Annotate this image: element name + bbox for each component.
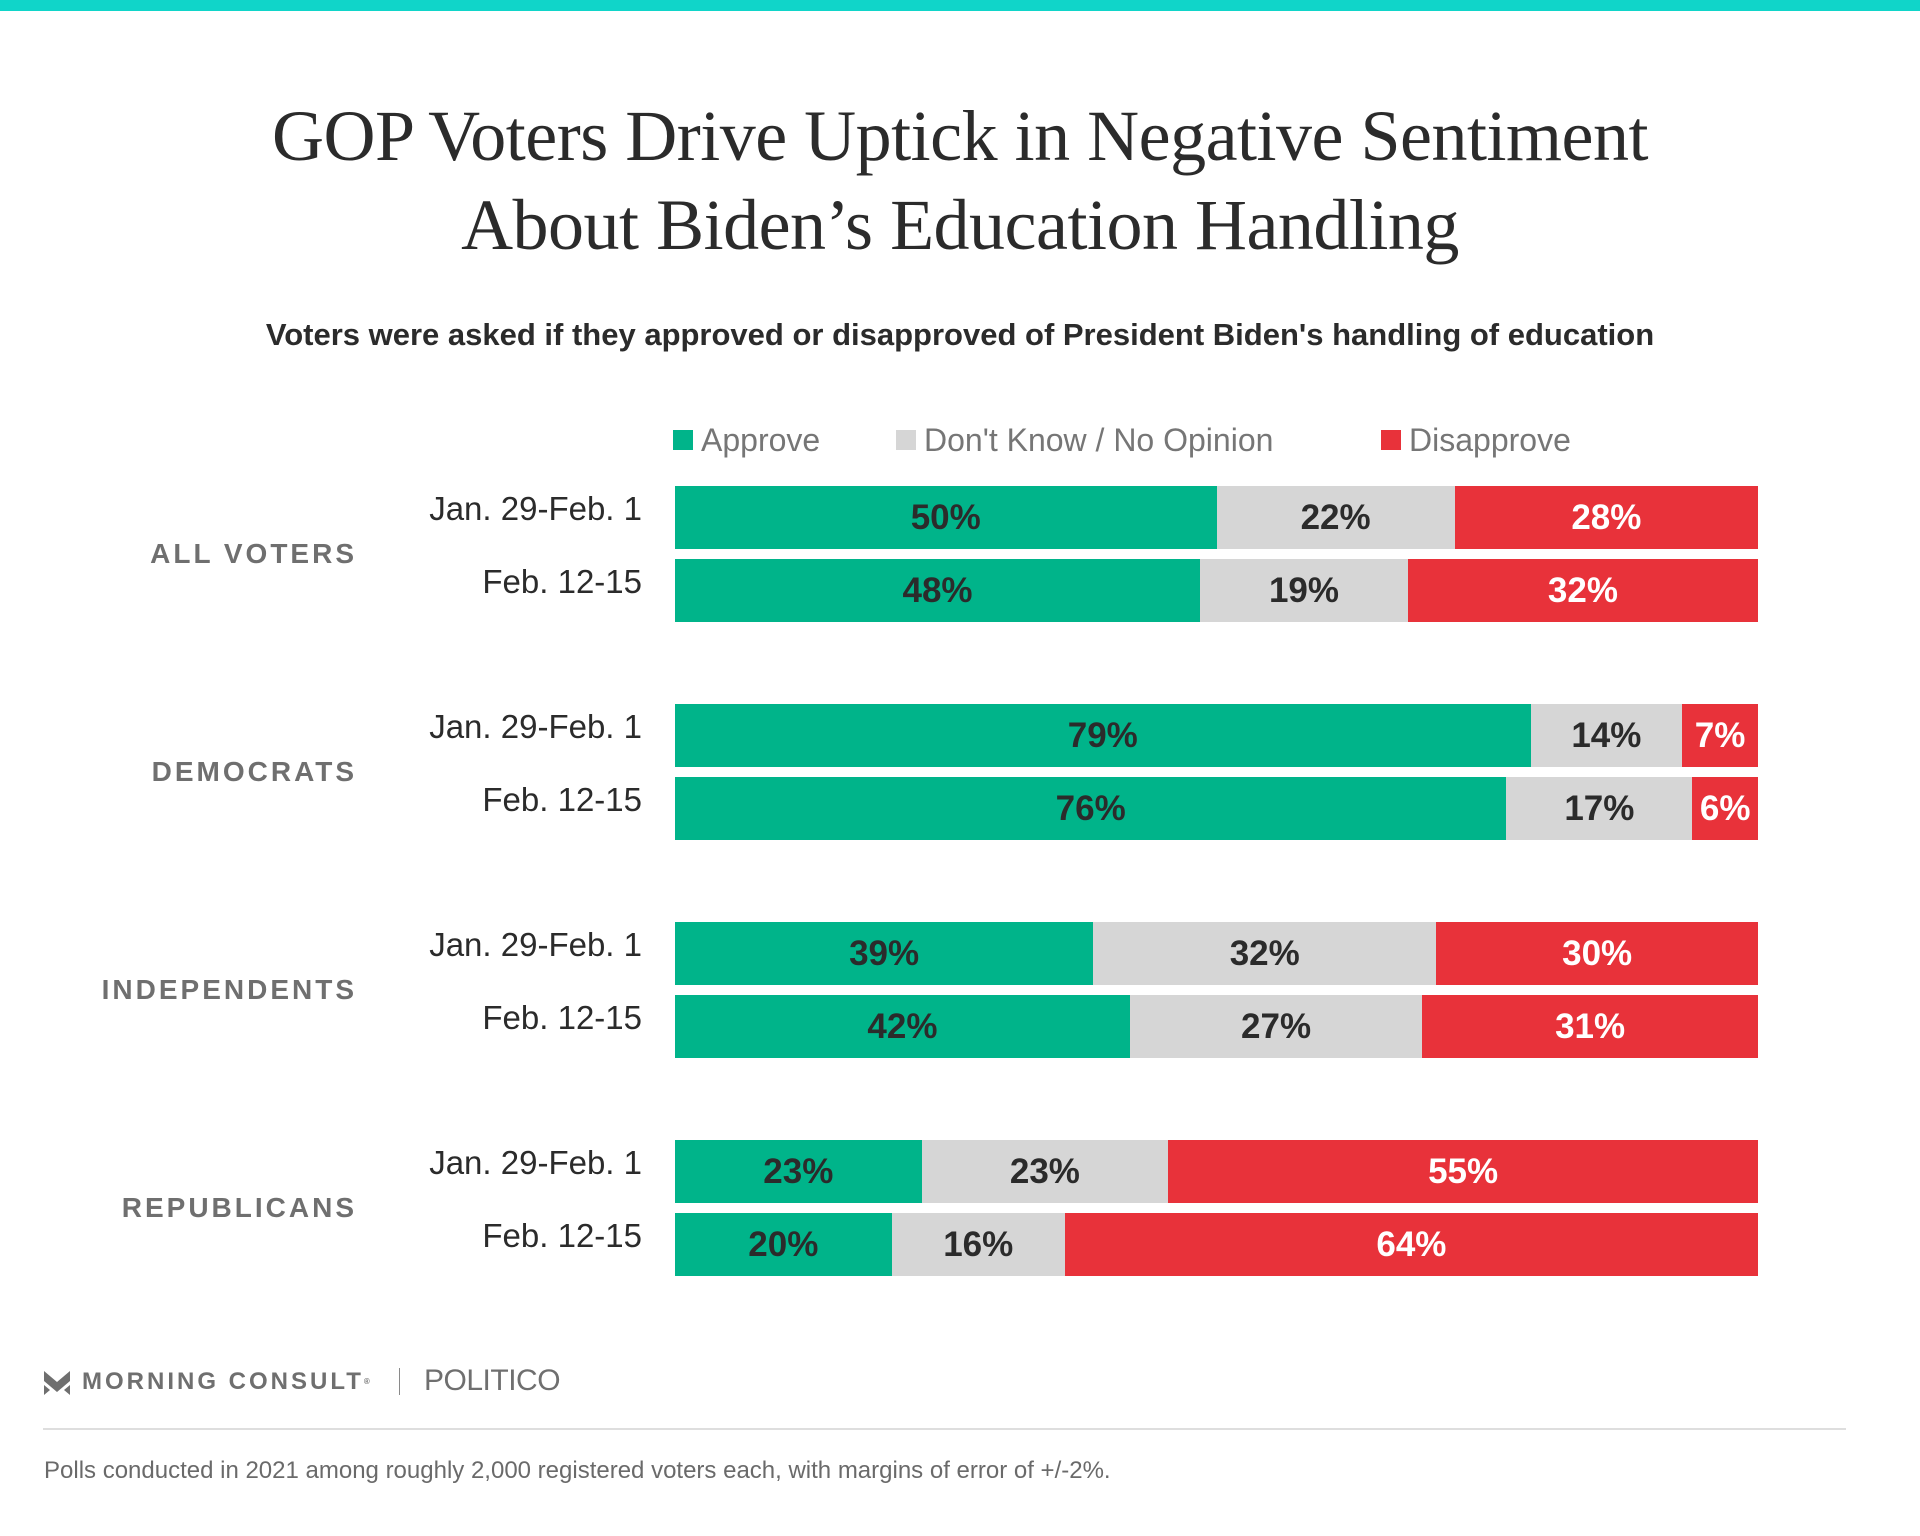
footer-separator — [399, 1368, 400, 1395]
group-label-all-voters: ALL VOTERS — [150, 538, 357, 569]
group-label-democrats: DEMOCRATS — [151, 756, 357, 787]
stacked-bar-all-voters-1: 48% 19% 32% — [675, 559, 1758, 622]
bar-segment-dont-know: 23% — [921, 1140, 1169, 1203]
stacked-bar-independents-1: 42% 27% 31% — [675, 995, 1758, 1058]
bar-segment-dont-know: 32% — [1093, 922, 1437, 985]
bar-segment-approve: 50% — [675, 486, 1217, 549]
chart-subtitle: Voters were asked if they approved or di… — [265, 317, 1655, 352]
data-label-approve: 39% — [849, 933, 920, 973]
data-label-dont-know: 17% — [1564, 788, 1635, 828]
politico-wordmark: POLITICO — [424, 1364, 561, 1397]
bar-segment-approve: 23% — [675, 1140, 922, 1203]
stacked-bar-republicans-1: 20% 16% 64% — [675, 1213, 1758, 1276]
bar-segment-approve: 20% — [675, 1213, 892, 1276]
bar-segment-disapprove: 32% — [1407, 559, 1758, 622]
data-label-approve: 76% — [1055, 788, 1126, 828]
data-label-disapprove: 55% — [1428, 1151, 1499, 1191]
chart-title-line-2: About Biden’s Education Handling — [461, 185, 1459, 265]
data-label-dont-know: 22% — [1300, 497, 1371, 537]
data-label-dont-know: 14% — [1571, 715, 1642, 755]
data-label-dont-know: 23% — [1009, 1151, 1080, 1191]
row-label-period: Feb. 12-15 — [482, 1217, 642, 1254]
legend-label-approve: Approve — [701, 422, 821, 458]
stacked-bar-democrats-1: 76% 17% 6% — [675, 777, 1758, 840]
data-label-disapprove: 6% — [1699, 788, 1751, 828]
bar-segment-disapprove: 28% — [1454, 486, 1758, 549]
footnote: Polls conducted in 2021 among roughly 2,… — [44, 1457, 1111, 1484]
row-label-period: Feb. 12-15 — [482, 563, 642, 600]
stacked-bar-democrats-0: 79% 14% 7% — [675, 704, 1758, 767]
bar-segment-approve: 39% — [675, 922, 1094, 985]
data-label-approve: 48% — [902, 570, 973, 610]
top-accent-stripe — [0, 0, 1920, 11]
bar-segment-approve: 42% — [675, 995, 1130, 1058]
bar-segment-disapprove: 6% — [1692, 777, 1758, 840]
bar-segment-dont-know: 19% — [1200, 559, 1408, 622]
bar-segment-approve: 79% — [675, 704, 1531, 767]
data-label-approve: 50% — [910, 497, 981, 537]
bar-segment-disapprove: 55% — [1168, 1140, 1758, 1203]
legend-swatch-approve — [673, 430, 693, 450]
data-label-dont-know: 19% — [1268, 570, 1340, 610]
data-label-approve: 20% — [748, 1224, 819, 1264]
data-label-disapprove: 30% — [1562, 933, 1633, 973]
data-label-dont-know: 32% — [1229, 933, 1300, 973]
morning-consult-chevron-icon — [44, 1371, 70, 1395]
data-label-disapprove: 31% — [1555, 1006, 1626, 1046]
data-label-disapprove: 64% — [1376, 1224, 1447, 1264]
bar-segment-dont-know: 16% — [891, 1213, 1065, 1276]
footer-divider — [43, 1428, 1846, 1430]
bar-segment-approve: 48% — [675, 559, 1201, 622]
brand-name: MORNING CONSULT — [82, 1368, 364, 1395]
row-label-period: Jan. 29-Feb. 1 — [429, 1144, 642, 1181]
group-label-independents: INDEPENDENTS — [101, 974, 357, 1005]
legend-swatch-dont-know — [896, 430, 916, 450]
data-label-approve: 79% — [1067, 715, 1138, 755]
data-label-dont-know: 16% — [943, 1224, 1014, 1264]
data-label-dont-know: 27% — [1241, 1006, 1312, 1046]
chart-title-line-1: GOP Voters Drive Uptick in Negative Sent… — [272, 96, 1648, 176]
bar-segment-dont-know: 14% — [1530, 704, 1683, 767]
bar-segment-disapprove: 64% — [1064, 1213, 1758, 1276]
data-label-disapprove: 7% — [1694, 715, 1746, 755]
legend-swatch-disapprove — [1381, 430, 1401, 450]
stacked-bar-independents-0: 39% 32% 30% — [675, 922, 1758, 985]
chart-title: GOP Voters Drive Uptick in Negative Sent… — [0, 92, 1920, 270]
legend-label-dont-know: Don't Know / No Opinion — [924, 422, 1274, 458]
legend-label-disapprove: Disapprove — [1409, 422, 1571, 458]
morning-consult-wordmark: MORNING CONSULT® — [82, 1366, 370, 1398]
bar-segment-dont-know: 17% — [1506, 777, 1693, 840]
bar-segment-dont-know: 22% — [1216, 486, 1455, 549]
data-label-approve: 42% — [867, 1006, 938, 1046]
row-label-period: Feb. 12-15 — [482, 999, 642, 1036]
group-label-republicans: REPUBLICANS — [121, 1192, 357, 1223]
data-label-disapprove: 32% — [1547, 570, 1618, 610]
row-label-period: Feb. 12-15 — [482, 781, 642, 818]
data-label-approve: 23% — [763, 1151, 834, 1191]
row-label-period: Jan. 29-Feb. 1 — [429, 708, 642, 745]
data-label-disapprove: 28% — [1571, 497, 1642, 537]
bar-segment-disapprove: 7% — [1682, 704, 1758, 767]
row-label-period: Jan. 29-Feb. 1 — [429, 490, 642, 527]
bar-segment-approve: 76% — [675, 777, 1507, 840]
row-label-period: Jan. 29-Feb. 1 — [429, 926, 642, 963]
registered-mark: ® — [363, 1377, 370, 1386]
stacked-bar-all-voters-0: 50% 22% 28% — [675, 486, 1758, 549]
bar-segment-disapprove: 30% — [1436, 922, 1758, 985]
stacked-bar-republicans-0: 23% 23% 55% — [675, 1140, 1758, 1203]
bar-segment-dont-know: 27% — [1129, 995, 1423, 1058]
bar-segment-disapprove: 31% — [1422, 995, 1758, 1058]
